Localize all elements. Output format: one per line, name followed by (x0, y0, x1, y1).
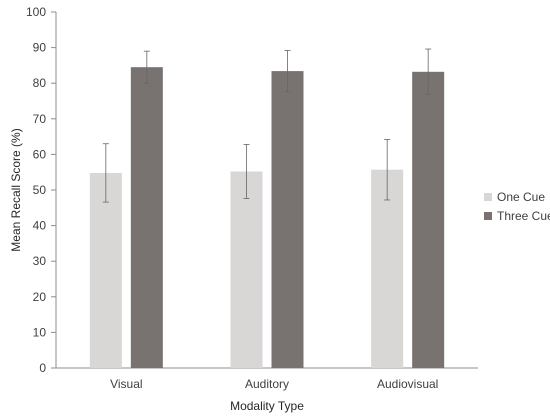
x-axis: Visual Auditory Audiovisual (56, 367, 478, 391)
y-tick-label: 40 (33, 219, 47, 233)
y-tick-label: 50 (33, 183, 47, 197)
legend: One Cue Three Cue (484, 190, 550, 223)
y-axis-title: Mean Recall Score (%) (9, 128, 23, 251)
y-tick-label: 10 (33, 325, 47, 339)
legend-label: Three Cue (497, 209, 550, 223)
bar-three-cue (271, 71, 304, 368)
y-tick-label: 30 (33, 254, 47, 268)
y-tick-label: 100 (26, 5, 46, 19)
bar-one-cue (230, 171, 263, 368)
x-axis-title: Modality Type (230, 399, 304, 413)
y-tick-label: 70 (33, 112, 47, 126)
x-tick-label: Auditory (245, 377, 289, 391)
y-tick-label: 20 (33, 290, 47, 304)
bar-one-cue (89, 172, 122, 368)
y-tick-label: 60 (33, 147, 47, 161)
bar-one-cue (371, 169, 404, 368)
bar-three-cue (412, 71, 445, 369)
bars (89, 67, 445, 369)
legend-swatch (484, 212, 492, 220)
legend-swatch (484, 193, 492, 201)
y-tick-label: 90 (33, 41, 47, 55)
legend-label: One Cue (497, 190, 545, 204)
y-tick-label: 80 (33, 76, 47, 90)
x-tick-label: Audiovisual (377, 377, 438, 391)
bar-three-cue (130, 67, 163, 369)
y-axis: 0 10 20 30 40 50 60 70 80 90 100 (26, 5, 57, 375)
x-tick-label: Visual (110, 377, 142, 391)
y-tick-label: 0 (39, 361, 46, 375)
error-bars (102, 48, 432, 203)
